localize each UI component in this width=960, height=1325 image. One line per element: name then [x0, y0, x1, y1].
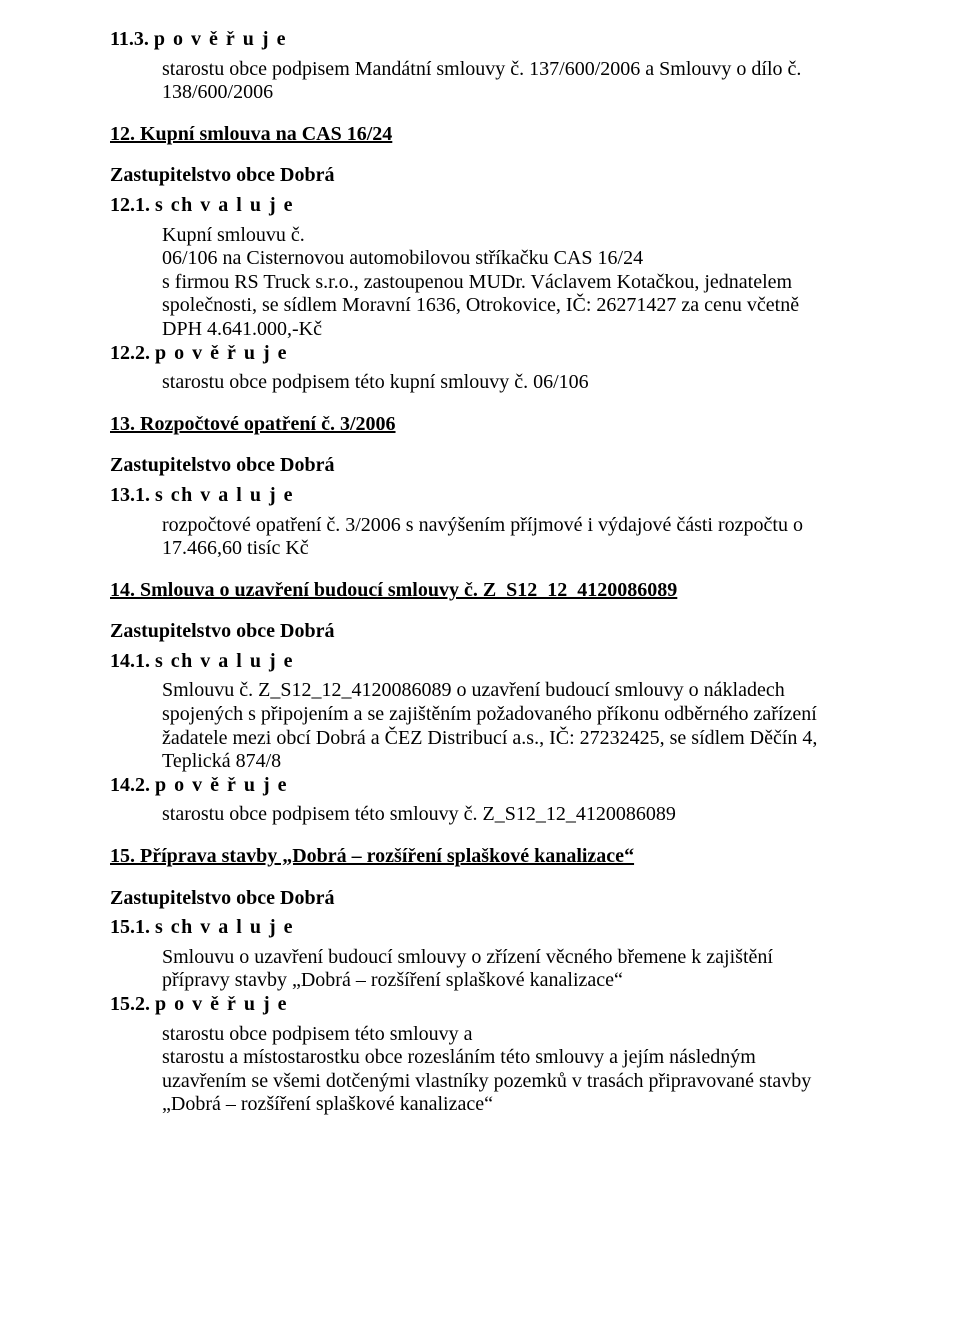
item-14-2-header: 14.2. p o v ě ř u j e — [110, 774, 878, 798]
text-line: „Dobrá – rozšíření splaškové kanalizace“ — [162, 1093, 878, 1117]
item-label: p o v ě ř u j e — [155, 993, 288, 1015]
item-12-2-body: starostu obce podpisem této kupní smlouv… — [110, 371, 878, 395]
text-line: starostu a místostarostku obce rozeslání… — [162, 1046, 878, 1070]
item-label: s ch v a l u j e — [155, 916, 294, 938]
section-12-heading: 12. Kupní smlouva na CAS 16/24 — [110, 123, 878, 147]
zastupitelstvo-line: Zastupitelstvo obce Dobrá — [110, 164, 878, 188]
section-13-heading: 13. Rozpočtové opatření č. 3/2006 — [110, 413, 878, 437]
text-line: starostu obce podpisem Mandátní smlouvy … — [162, 58, 878, 82]
document-page: 11.3. p o v ě ř u j e starostu obce podp… — [0, 0, 960, 1325]
text-line: 06/106 na Cisternovou automobilovou stří… — [162, 247, 878, 271]
text-line: Teplická 874/8 — [162, 750, 878, 774]
text-line: 17.466,60 tisíc Kč — [162, 537, 878, 561]
zastupitelstvo-line: Zastupitelstvo obce Dobrá — [110, 620, 878, 644]
text-line: uzavřením se všemi dotčenými vlastníky p… — [162, 1070, 878, 1094]
item-13-1-body: rozpočtové opatření č. 3/2006 s navýšení… — [110, 514, 878, 561]
item-label: p o v ě ř u j e — [154, 28, 287, 50]
text-line: starostu obce podpisem této kupní smlouv… — [162, 371, 878, 395]
text-line: přípravy stavby „Dobrá – rozšíření splaš… — [162, 969, 878, 993]
item-13-1-header: 13.1. s ch v a l u j e — [110, 484, 878, 508]
item-14-1-body: Smlouvu č. Z_S12_12_4120086089 o uzavřen… — [110, 679, 878, 773]
item-number: 15.1. — [110, 916, 150, 938]
item-number: 12.1. — [110, 194, 150, 216]
text-line: Smlouvu o uzavření budoucí smlouvy o zří… — [162, 946, 878, 970]
item-label: p o v ě ř u j e — [155, 774, 288, 796]
item-12-1-header: 12.1. s ch v a l u j e — [110, 194, 878, 218]
item-12-2-header: 12.2. p o v ě ř u j e — [110, 342, 878, 366]
section-15-heading: 15. Příprava stavby „Dobrá – rozšíření s… — [110, 845, 878, 869]
text-line: 138/600/2006 — [162, 81, 878, 105]
item-number: 15.2. — [110, 993, 150, 1015]
item-number: 12.2. — [110, 342, 150, 364]
text-line: rozpočtové opatření č. 3/2006 s navýšení… — [162, 514, 878, 538]
text-line: Kupní smlouvu č. — [162, 224, 878, 248]
item-label: s ch v a l u j e — [155, 650, 294, 672]
text-line: DPH 4.641.000,-Kč — [162, 318, 878, 342]
item-12-1-body: Kupní smlouvu č. 06/106 na Cisternovou a… — [110, 224, 878, 342]
item-number: 14.2. — [110, 774, 150, 796]
item-11-3-header: 11.3. p o v ě ř u j e — [110, 28, 878, 52]
item-label: s ch v a l u j e — [155, 194, 294, 216]
item-number: 14.1. — [110, 650, 150, 672]
zastupitelstvo-line: Zastupitelstvo obce Dobrá — [110, 887, 878, 911]
section-14-heading: 14. Smlouva o uzavření budoucí smlouvy č… — [110, 579, 878, 603]
item-15-1-body: Smlouvu o uzavření budoucí smlouvy o zří… — [110, 946, 878, 993]
item-11-3-body: starostu obce podpisem Mandátní smlouvy … — [110, 58, 878, 105]
item-14-2-body: starostu obce podpisem této smlouvy č. Z… — [110, 803, 878, 827]
text-line: spojených s připojením a se zajištěním p… — [162, 703, 878, 727]
text-line: společnosti, se sídlem Moravní 1636, Otr… — [162, 294, 878, 318]
item-14-1-header: 14.1. s ch v a l u j e — [110, 650, 878, 674]
zastupitelstvo-line: Zastupitelstvo obce Dobrá — [110, 454, 878, 478]
item-label: s ch v a l u j e — [155, 484, 294, 506]
item-15-2-header: 15.2. p o v ě ř u j e — [110, 993, 878, 1017]
item-label: p o v ě ř u j e — [155, 342, 288, 364]
item-number: 13.1. — [110, 484, 150, 506]
item-number: 11.3. — [110, 28, 149, 50]
text-line: s firmou RS Truck s.r.o., zastoupenou MU… — [162, 271, 878, 295]
item-15-1-header: 15.1. s ch v a l u j e — [110, 916, 878, 940]
text-line: žadatele mezi obcí Dobrá a ČEZ Distribuc… — [162, 727, 878, 751]
text-line: Smlouvu č. Z_S12_12_4120086089 o uzavřen… — [162, 679, 878, 703]
text-line: starostu obce podpisem této smlouvy a — [162, 1023, 878, 1047]
text-line: starostu obce podpisem této smlouvy č. Z… — [162, 803, 878, 827]
item-15-2-body: starostu obce podpisem této smlouvy a st… — [110, 1023, 878, 1117]
